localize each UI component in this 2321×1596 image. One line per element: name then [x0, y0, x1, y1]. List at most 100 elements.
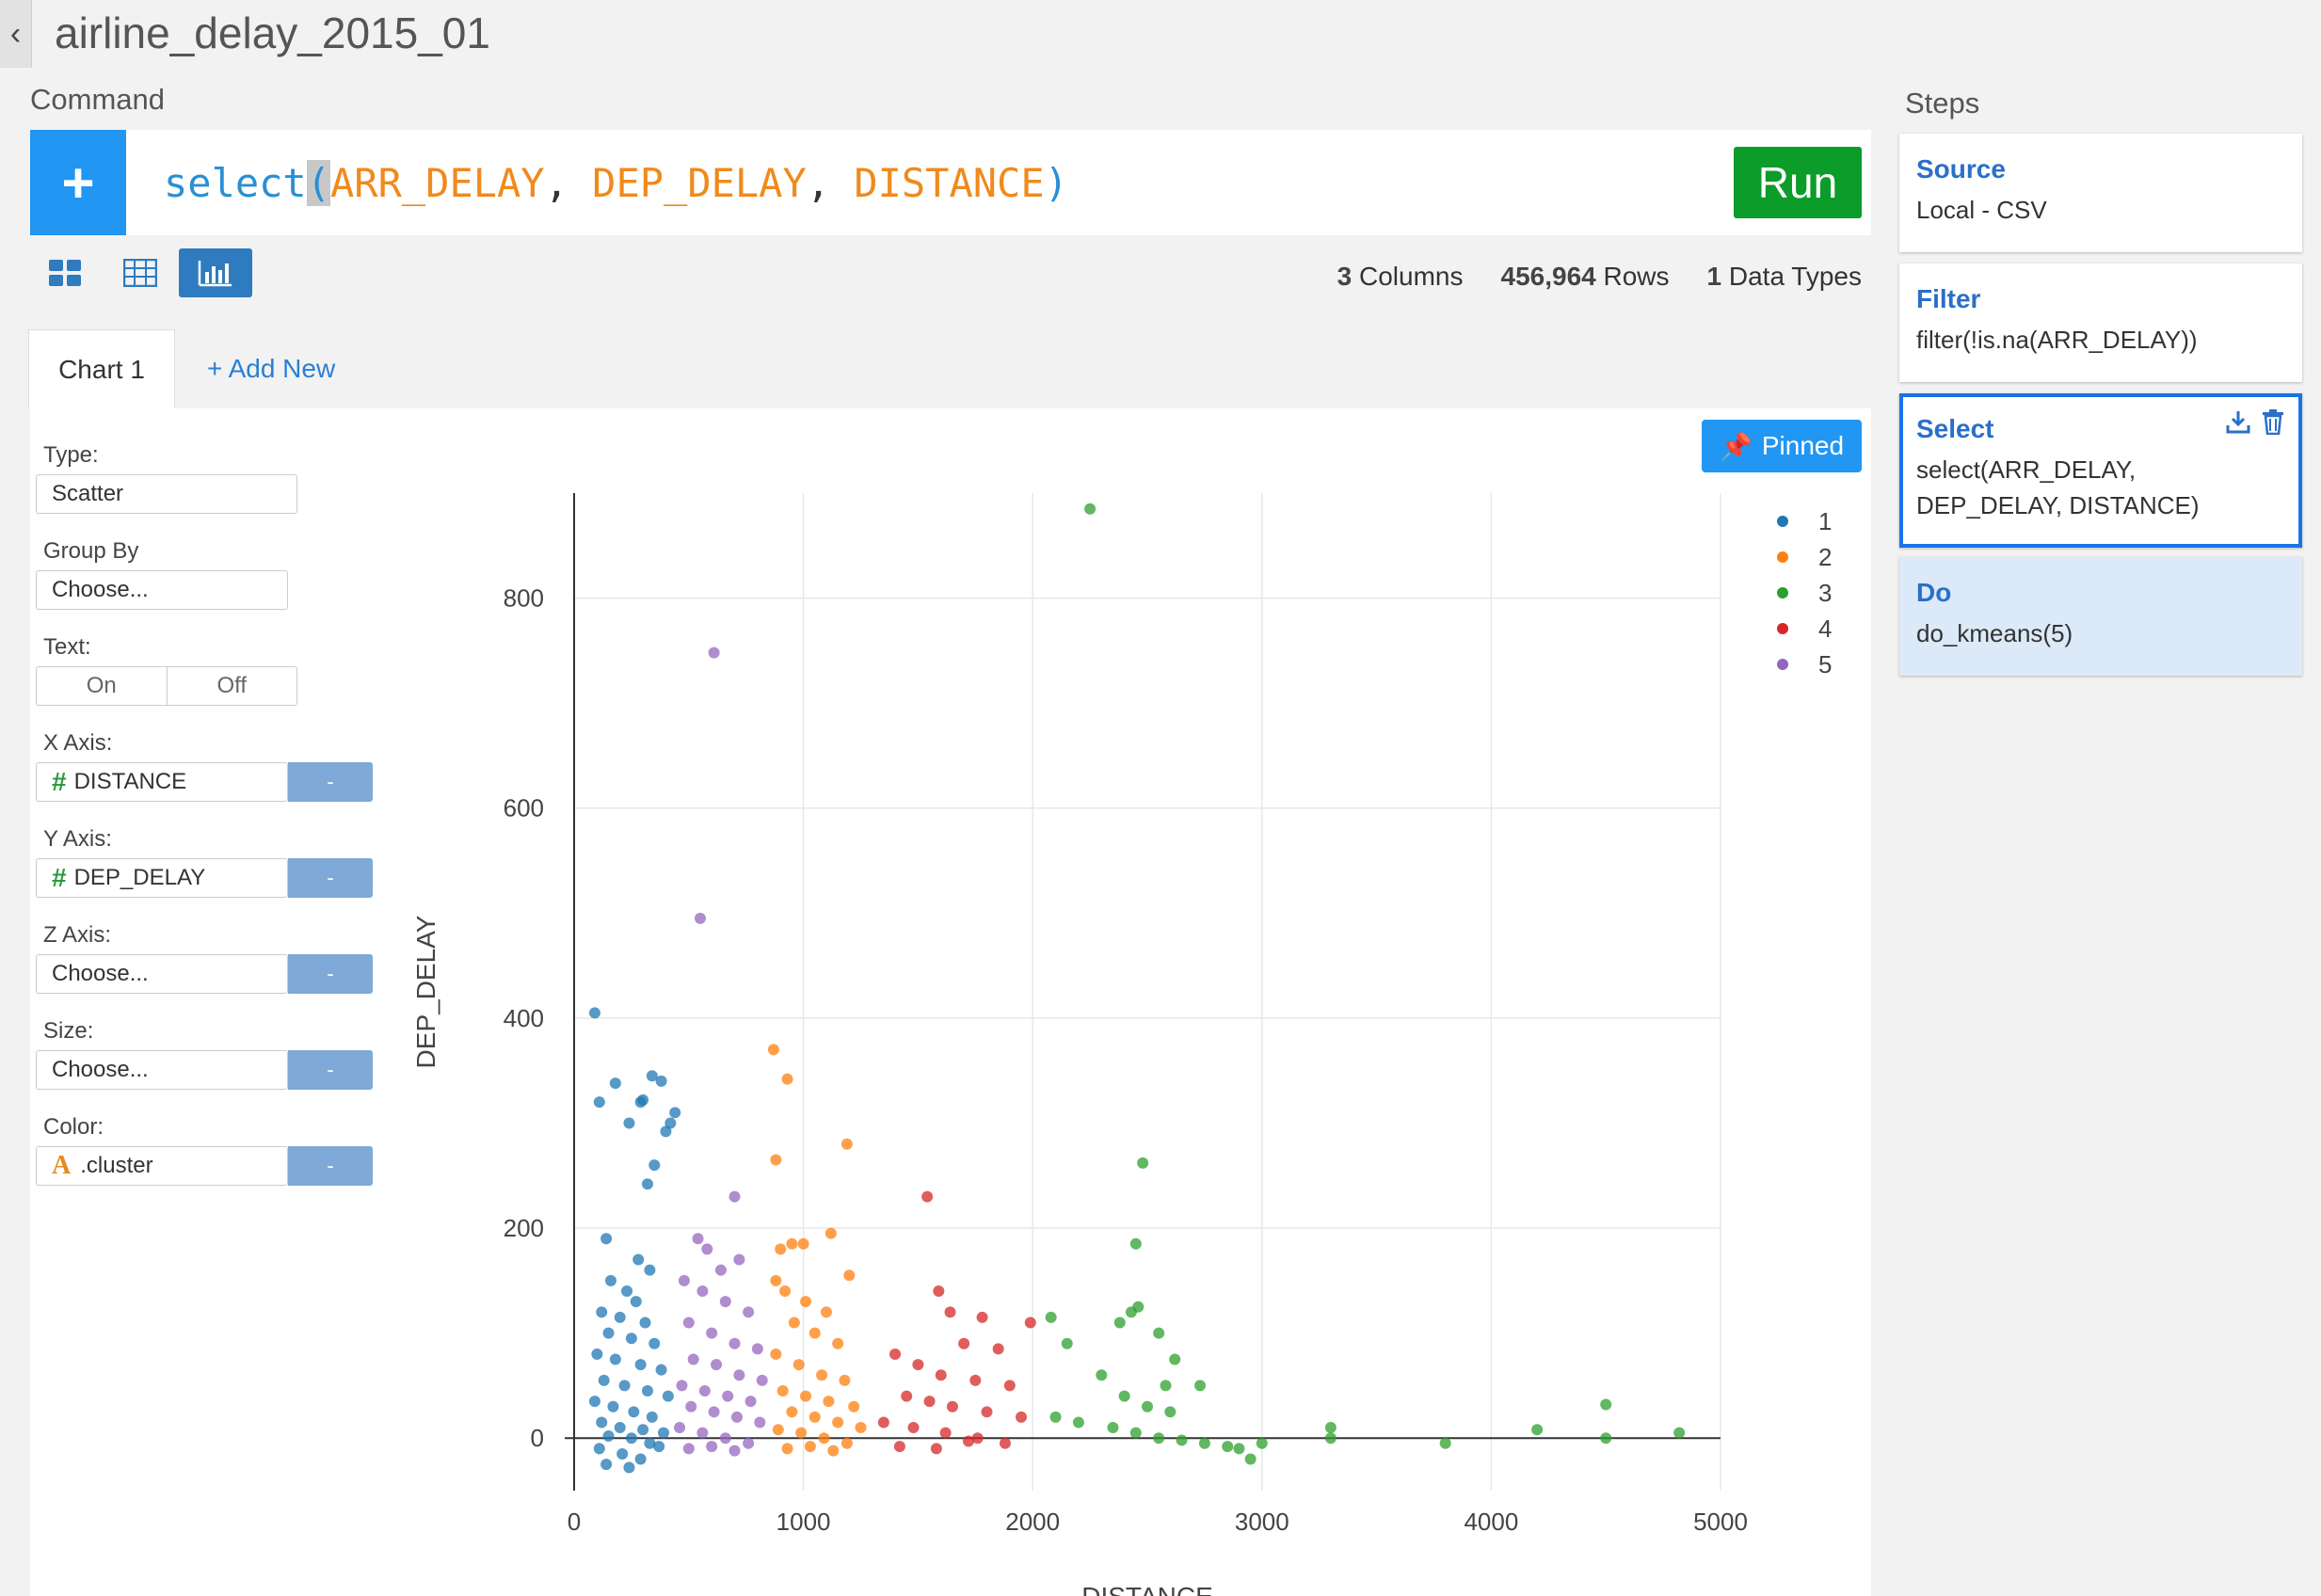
scatter-point: [694, 912, 706, 924]
z-axis-option-button[interactable]: -: [288, 954, 373, 994]
step-source[interactable]: Source Local - CSV: [1899, 134, 2302, 252]
scatter-point: [1113, 1317, 1126, 1329]
scatter-point: [901, 1390, 913, 1402]
y-axis-select[interactable]: # DEP_DELAY: [36, 858, 288, 898]
pinned-button[interactable]: 📌 Pinned: [1702, 420, 1862, 472]
size-option-button[interactable]: -: [288, 1050, 373, 1090]
x-axis-option-button[interactable]: -: [288, 762, 373, 802]
scatter-point: [644, 1437, 656, 1449]
step-do[interactable]: Do do_kmeans(5): [1899, 557, 2302, 676]
scatter-point: [958, 1337, 970, 1349]
run-button[interactable]: Run: [1734, 147, 1862, 218]
scatter-point: [770, 1154, 782, 1166]
step-body: do_kmeans(5): [1916, 619, 2073, 647]
scatter-point: [744, 1396, 757, 1408]
numeric-type-icon: #: [52, 767, 67, 796]
scatter-point: [743, 1437, 755, 1449]
scatter-point: [591, 1348, 603, 1360]
scatter-point: [646, 1070, 658, 1082]
scatter-point: [907, 1422, 920, 1434]
legend-marker: [1777, 551, 1788, 563]
x-axis-select[interactable]: # DISTANCE: [36, 762, 288, 802]
step-select[interactable]: Select select(ARR_DELAY, DEP_DELAY, DIST…: [1899, 393, 2302, 548]
scatter-point: [602, 1429, 615, 1442]
scatter-point: [682, 1317, 695, 1329]
columns-stat: 3 Columns: [1337, 262, 1464, 291]
scatter-point: [767, 1044, 779, 1056]
scatter-point: [623, 1117, 635, 1129]
numeric-type-icon: #: [52, 863, 67, 892]
download-icon[interactable]: [2225, 408, 2251, 435]
scatter-point: [839, 1374, 851, 1386]
scatter-point: [1531, 1424, 1544, 1436]
scatter-point: [832, 1416, 844, 1428]
x-axis-value: DISTANCE: [73, 769, 187, 794]
scatter-point: [1600, 1398, 1612, 1411]
scatter-point: [634, 1453, 647, 1465]
legend-marker: [1777, 587, 1788, 598]
add-command-button[interactable]: +: [30, 130, 126, 235]
summary-view-button[interactable]: [28, 248, 102, 297]
size-select[interactable]: Choose...: [36, 1050, 288, 1090]
group-by-select[interactable]: Choose...: [36, 570, 288, 610]
scatter-point: [728, 1190, 741, 1203]
x-axis-title: DISTANCE: [1081, 1582, 1213, 1596]
text-on-button[interactable]: On: [37, 667, 168, 705]
color-option-button[interactable]: -: [288, 1146, 373, 1186]
table-view-button[interactable]: [104, 248, 177, 297]
scatter-point: [593, 1443, 605, 1455]
trash-icon[interactable]: [2261, 408, 2285, 435]
tab-chart-1[interactable]: Chart 1: [28, 329, 175, 408]
legend-label: 3: [1818, 579, 1832, 607]
scatter-point: [893, 1441, 905, 1453]
scatter-point: [1244, 1453, 1257, 1465]
scatter-point: [662, 1390, 674, 1402]
scatter-point: [992, 1343, 1004, 1355]
chevron-left-icon: ‹: [9, 15, 22, 52]
step-filter[interactable]: Filter filter(!is.na(ARR_DELAY)): [1899, 263, 2302, 382]
scatter-point: [1049, 1411, 1062, 1423]
scatter-chart[interactable]: 0 1000 2000 3000 4000 5000 0 200 400 600 800 DISTAN…: [30, 408, 1871, 1596]
code-separator: ,: [544, 159, 593, 206]
rows-stat: 456,964 Rows: [1500, 262, 1670, 291]
y-tick-label: 800: [504, 584, 544, 613]
legend-label: 1: [1818, 507, 1832, 535]
z-axis-select[interactable]: Choose...: [36, 954, 288, 994]
step-body: select(ARR_DELAY, DEP_DELAY, DISTANCE): [1916, 455, 2200, 519]
y-axis-option-button[interactable]: -: [288, 858, 373, 898]
scatter-point: [1084, 503, 1096, 515]
scatter-point: [754, 1416, 766, 1428]
scatter-point: [1256, 1437, 1268, 1449]
text-label: Text:: [43, 634, 91, 660]
scatter-point: [935, 1369, 947, 1381]
color-select[interactable]: A .cluster: [36, 1146, 288, 1186]
command-input[interactable]: select(ARR_DELAY, DEP_DELAY, DISTANCE): [164, 159, 1068, 206]
text-off-button[interactable]: Off: [216, 673, 248, 698]
scatter-point: [637, 1093, 649, 1106]
scatter-point: [637, 1424, 649, 1436]
step-title: Source: [1916, 154, 2006, 184]
scatter-point: [808, 1411, 821, 1423]
add-new-chart-tab[interactable]: + Add New: [207, 354, 336, 383]
scatter-point: [962, 1435, 974, 1447]
code-arg: DISTANCE: [854, 159, 1045, 206]
scatter-point: [728, 1337, 741, 1349]
scatter-point: [1324, 1422, 1337, 1434]
steps-section-label: Steps: [1905, 87, 1980, 120]
scatter-point: [1016, 1411, 1028, 1423]
scatter-point: [1600, 1432, 1612, 1444]
back-button[interactable]: ‹: [0, 0, 32, 68]
chart-type-select[interactable]: Scatter: [36, 474, 297, 514]
scatter-point: [999, 1437, 1011, 1449]
scatter-point: [706, 1327, 718, 1339]
scatter-point: [1439, 1437, 1451, 1449]
plus-icon: +: [61, 151, 95, 215]
scatter-point: [714, 1264, 727, 1276]
scatter-point: [1153, 1327, 1165, 1339]
command-section-label: Command: [30, 83, 165, 116]
scatter-point: [607, 1400, 619, 1412]
scatter-point: [674, 1422, 686, 1434]
scatter-point: [921, 1190, 934, 1203]
chart-view-button[interactable]: [179, 248, 252, 297]
scatter-point: [600, 1459, 613, 1471]
